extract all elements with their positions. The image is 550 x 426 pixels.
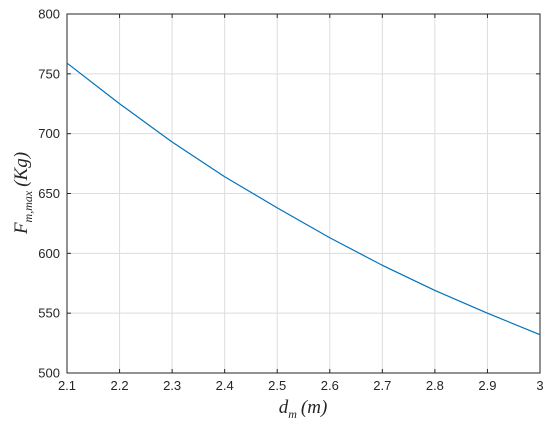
- data-point: [66, 62, 67, 63]
- y-tick-label: 600: [38, 246, 60, 261]
- x-tick-label: 2.8: [426, 378, 444, 393]
- x-tick-label: 2.9: [478, 378, 496, 393]
- y-tick-label: 750: [38, 66, 60, 81]
- data-point: [539, 334, 540, 335]
- series-line: [66, 62, 541, 336]
- data-point: [172, 141, 173, 142]
- x-axis-label-main: d: [279, 397, 289, 418]
- x-tick-label: 2.6: [321, 378, 339, 393]
- data-point: [487, 313, 488, 314]
- x-axis-label-unit: (m): [301, 397, 327, 418]
- y-tick-label: 700: [38, 126, 60, 141]
- y-axis-ticks: 500 550 600 650 700 750 800: [38, 7, 540, 381]
- data-point: [277, 207, 278, 208]
- x-axis-label: dm (m): [279, 397, 328, 421]
- x-axis-label-sub: m: [288, 407, 297, 421]
- series-layer: [66, 62, 541, 336]
- x-tick-label: 2.3: [163, 378, 181, 393]
- data-point: [329, 237, 330, 238]
- x-axis-ticks: 2.1 2.2 2.3 2.4 2.5 2.6 2.7 2.8 2.9 3: [58, 14, 544, 393]
- x-tick-label: 2.7: [373, 378, 391, 393]
- x-tick-label: 2.4: [216, 378, 234, 393]
- y-axis-label: Fm,max (Kg): [11, 152, 35, 235]
- y-axis-label-main: F: [11, 222, 32, 235]
- y-axis-label-unit: (Kg): [11, 152, 32, 187]
- x-tick-label: 3: [536, 378, 543, 393]
- data-point: [382, 265, 383, 266]
- x-tick-label: 2.1: [58, 378, 76, 393]
- y-tick-label: 500: [38, 366, 60, 381]
- y-tick-label: 650: [38, 186, 60, 201]
- x-tick-label: 2.2: [111, 378, 129, 393]
- data-point: [434, 290, 435, 291]
- y-tick-label: 550: [38, 306, 60, 321]
- y-axis-label-sub: m,max: [21, 190, 35, 222]
- data-point: [119, 103, 120, 104]
- data-point: [224, 176, 225, 177]
- x-tick-label: 2.5: [268, 378, 286, 393]
- y-tick-label: 800: [38, 7, 60, 22]
